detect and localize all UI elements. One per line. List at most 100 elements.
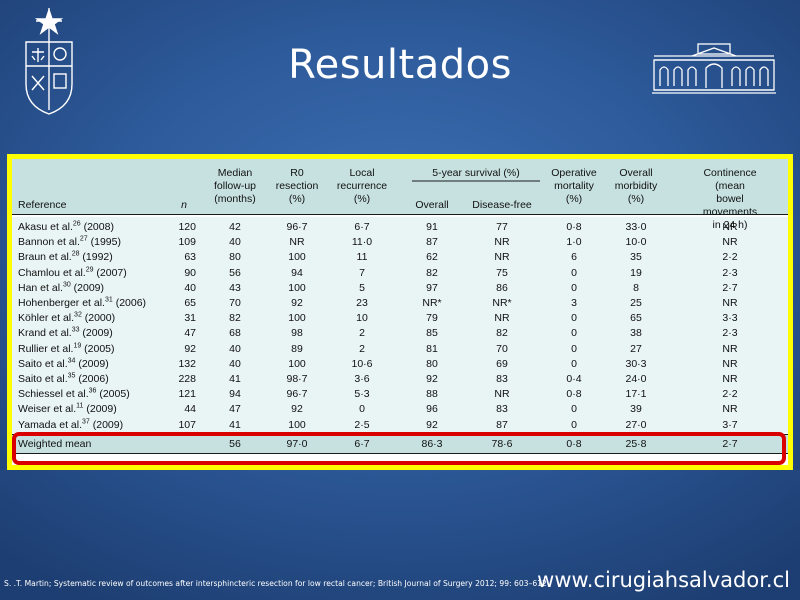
row-reference: Bannon et al.27 (1995) — [18, 235, 121, 249]
weighted-mean-highlight — [12, 432, 786, 465]
header-survival-group: 5-year survival (%) — [432, 167, 520, 179]
citation: S. .T. Martin; Systematic review of outc… — [4, 579, 547, 588]
row-followup: 68 — [229, 327, 241, 340]
header-reference: Reference — [18, 199, 67, 211]
results-table-frame: Reference n Median follow-up (months) R0… — [7, 154, 793, 470]
slide-title: Resultados — [288, 42, 512, 88]
table-header-band — [12, 159, 788, 215]
row-df: 87 — [496, 418, 508, 431]
row-r0: 100 — [288, 418, 306, 431]
row-local: 7 — [359, 266, 365, 279]
row-continence: NR — [722, 221, 738, 233]
row-followup: 94 — [229, 388, 241, 401]
row-morbidity: 35 — [630, 251, 642, 264]
university-crest-icon — [25, 7, 73, 115]
header-followup: Median follow-up (months) — [213, 167, 257, 205]
row-df: NR* — [492, 297, 512, 309]
row-r0: 98·7 — [286, 373, 308, 385]
row-reference: Braun et al.28 (1992) — [18, 250, 113, 264]
row-local: 10·6 — [351, 357, 373, 370]
row-r0: 94 — [291, 266, 303, 279]
row-continence: NR — [722, 403, 738, 416]
row-followup: 41 — [229, 418, 241, 431]
header-mortality: Operative mortality (%) — [551, 167, 597, 205]
row-n: 107 — [178, 418, 196, 431]
row-df: 75 — [496, 266, 508, 279]
row-r0: 96·7 — [286, 388, 308, 401]
row-overall: 88 — [426, 388, 438, 401]
row-df: 83 — [496, 403, 508, 416]
row-morbidity: 39 — [630, 403, 642, 416]
header-morbidity: Overall morbidity (%) — [614, 167, 658, 205]
mean-label: Weighted mean — [18, 438, 92, 450]
row-overall: 92 — [426, 373, 438, 385]
results-table: Reference n Median follow-up (months) R0… — [12, 159, 788, 465]
row-local: 2 — [359, 327, 365, 340]
row-followup: 80 — [229, 251, 241, 264]
website-url: www.cirugiahsalvador.cl — [537, 568, 790, 592]
row-reference: Weiser et al.11 (2009) — [18, 402, 117, 416]
row-mortality: 0 — [571, 312, 577, 325]
row-morbidity: 17·1 — [625, 388, 647, 401]
mean-overall: 86·3 — [421, 438, 443, 450]
row-followup: 40 — [229, 357, 241, 370]
row-followup: 40 — [229, 342, 241, 355]
row-followup: 43 — [229, 281, 241, 294]
row-n: 40 — [184, 281, 196, 294]
row-r0: 100 — [288, 312, 306, 325]
row-reference: Krand et al.33 (2009) — [18, 326, 113, 340]
row-mortality: 0 — [571, 357, 577, 370]
row-continence: 3·3 — [722, 312, 738, 325]
row-reference: Rullier et al.19 (2005) — [18, 342, 115, 355]
row-n: 90 — [184, 266, 196, 279]
row-reference: Han et al.30 (2009) — [18, 281, 105, 294]
header-continence: Continence (mean bowel movements in 24 h… — [702, 167, 758, 231]
row-morbidity: 25 — [630, 297, 642, 309]
row-morbidity: 24·0 — [625, 373, 647, 385]
row-overall: 79 — [426, 312, 438, 325]
row-mortality: 6 — [571, 251, 577, 264]
row-mortality: 0 — [571, 418, 577, 431]
row-local: 5 — [359, 281, 365, 294]
row-followup: 42 — [229, 221, 241, 233]
row-followup: 70 — [229, 297, 241, 309]
row-overall: 85 — [426, 327, 438, 340]
row-continence: NR — [722, 357, 738, 370]
row-df: NR — [494, 251, 510, 264]
row-reference: Chamlou et al.29 (2007) — [18, 266, 127, 279]
row-continence: 2·3 — [722, 327, 738, 340]
row-local: 6·7 — [354, 221, 370, 233]
row-n: 109 — [178, 236, 196, 249]
row-morbidity: 8 — [633, 281, 639, 294]
row-r0: 100 — [288, 357, 306, 370]
mean-followup: 56 — [229, 438, 241, 450]
row-overall: 81 — [426, 342, 438, 355]
row-df: 77 — [496, 221, 508, 233]
row-overall: 92 — [426, 418, 438, 431]
row-local: 5·3 — [354, 388, 370, 401]
row-df: NR — [494, 388, 510, 401]
header-overall-survival: Overall — [415, 199, 449, 211]
row-morbidity: 65 — [630, 312, 642, 325]
row-df: 86 — [496, 281, 508, 294]
row-mortality: 0·4 — [566, 373, 582, 385]
row-n: 31 — [184, 312, 196, 325]
row-mortality: 0 — [571, 327, 577, 340]
row-local: 2 — [359, 342, 365, 355]
row-continence: NR — [722, 342, 738, 355]
row-local: 2·5 — [354, 418, 370, 431]
row-reference: Schiessel et al.36 (2005) — [18, 387, 130, 401]
mean-continence: 2·7 — [722, 438, 738, 450]
row-continence: NR — [722, 236, 738, 249]
row-local: 0 — [359, 403, 365, 416]
row-followup: 82 — [229, 312, 241, 325]
row-morbidity: 33·0 — [625, 221, 647, 233]
row-n: 63 — [184, 251, 196, 264]
row-df: NR — [494, 236, 510, 249]
row-followup: 40 — [229, 236, 241, 249]
row-continence: 3·7 — [722, 418, 738, 431]
row-continence: NR — [722, 297, 738, 309]
row-overall: NR* — [422, 297, 442, 309]
row-reference: Saito et al.34 (2009) — [18, 357, 109, 370]
row-overall: 62 — [426, 251, 438, 264]
